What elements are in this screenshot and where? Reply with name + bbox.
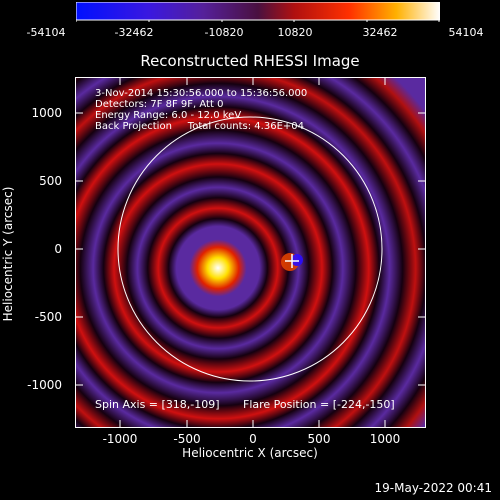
- spin-axis-marker: [285, 254, 299, 268]
- detectors-info: Detectors: 7F 8F 9F, Att 0: [95, 99, 224, 110]
- colorbar-tick-label: -10820: [204, 26, 244, 39]
- time-range: 3-Nov-2014 15:30:56.000 to 15:36:56.000: [95, 88, 308, 99]
- x-tick-label: 0: [249, 432, 257, 446]
- y-tick-label: -500: [34, 310, 62, 324]
- colorbar-tick-label: -32462: [114, 26, 154, 39]
- energy-range: Energy Range: 6.0 - 12.0 keV: [95, 110, 242, 121]
- x-axis-label: Heliocentric X (arcsec): [182, 446, 318, 460]
- rhessi-image: [75, 77, 426, 428]
- colorbar-tick-label: 54104: [448, 26, 484, 39]
- y-tick-label: 0: [54, 242, 62, 256]
- x-tick-label: -1000: [102, 432, 138, 446]
- y-axis-label: Heliocentric Y (arcsec): [1, 186, 15, 322]
- solar-limb: [117, 116, 383, 382]
- colorbar: [76, 2, 440, 22]
- y-tick-label: 1000: [31, 106, 62, 120]
- plot-title: Reconstructed RHESSI Image: [140, 52, 360, 70]
- x-tick-label: -500: [173, 432, 201, 446]
- y-tick-label: -1000: [27, 378, 62, 392]
- colorbar-tick-label: -54104: [26, 26, 66, 39]
- x-tick-label: 500: [307, 432, 331, 446]
- colorbar-tick-label: 10820: [277, 26, 313, 39]
- spin-axis-label: Spin Axis = [318,-109]: [95, 398, 220, 411]
- y-tick-label: 500: [39, 174, 62, 188]
- x-tick-label: 1000: [369, 432, 401, 446]
- flare-position-label: Flare Position = [-224,-150]: [243, 398, 395, 411]
- method-counts: Back Projection Total counts: 4.36E+04: [95, 121, 304, 132]
- generated-date: 19-May-2022 00:41: [374, 481, 492, 495]
- colorbar-tick-label: 32462: [362, 26, 398, 39]
